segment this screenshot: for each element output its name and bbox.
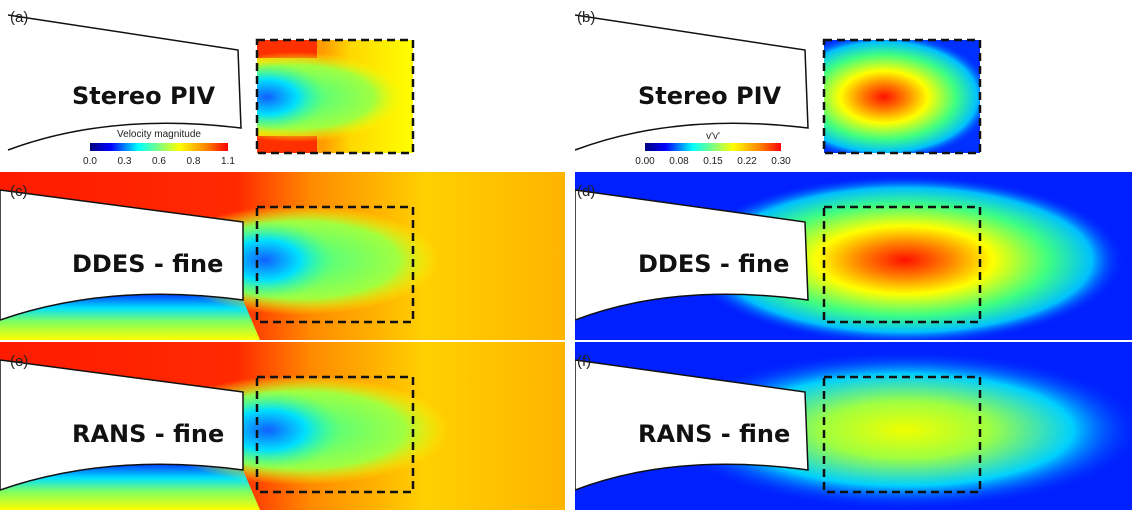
colorbar-tick-label: 0.22 <box>737 156 757 167</box>
colorbar-tick-label: 0.0 <box>83 156 97 167</box>
panel-title: RANS - fine <box>72 420 224 448</box>
panel-title: DDES - fine <box>72 250 223 278</box>
colorbar-tick-label: 0.6 <box>152 156 166 167</box>
colorbar <box>645 143 781 151</box>
colorbar-tick-label: 0.15 <box>703 156 723 167</box>
colorbar-tick-label: 0.00 <box>635 156 655 167</box>
colorbar-tick-label: 0.30 <box>771 156 791 167</box>
panel-d <box>575 172 1132 340</box>
panel-e <box>0 342 565 510</box>
panel-title: Stereo PIV <box>638 82 782 110</box>
colorbar-tick-label: 0.08 <box>669 156 689 167</box>
colorbar-title: v'v' <box>706 131 720 142</box>
panel-label: (c) <box>10 183 28 200</box>
panel-b <box>574 14 982 155</box>
panel-title: DDES - fine <box>638 250 789 278</box>
panel-a <box>7 14 415 155</box>
colorbar-tick-label: 0.8 <box>187 156 201 167</box>
panel-f <box>575 342 1132 510</box>
colorbar-tick-label: 1.1 <box>221 156 235 167</box>
panel-label: (f) <box>577 353 591 370</box>
panel-title: RANS - fine <box>638 420 790 448</box>
panel-label: (e) <box>10 353 28 370</box>
colorbar-title: Velocity magnitude <box>117 129 201 140</box>
panel-c <box>0 172 565 340</box>
panel-label: (a) <box>10 9 28 26</box>
colorbar <box>90 143 228 151</box>
panel-title: Stereo PIV <box>72 82 216 110</box>
panel-label: (b) <box>577 9 595 26</box>
panel-label: (d) <box>577 183 595 200</box>
colorbar-tick-label: 0.3 <box>118 156 132 167</box>
